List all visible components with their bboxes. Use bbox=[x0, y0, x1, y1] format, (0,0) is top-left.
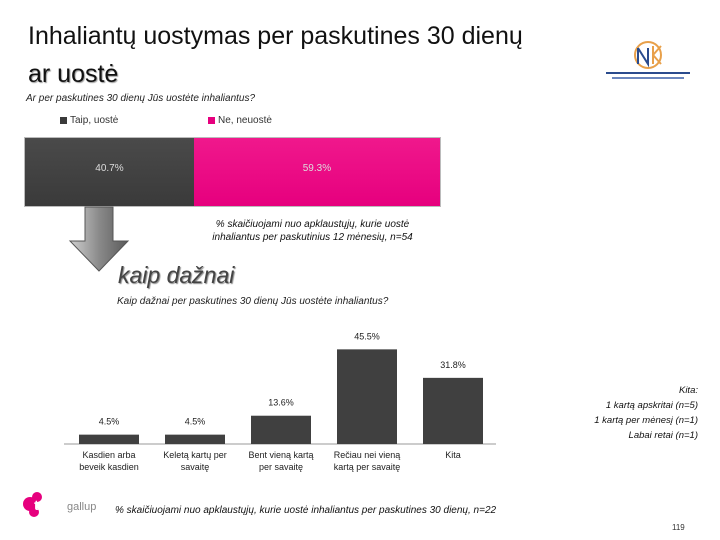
category-label: Keletą kartų per bbox=[163, 450, 227, 460]
stacked-segment-no: 59.3% bbox=[193, 138, 440, 206]
stacked-bar-legend: Taip, uostė Ne, neuostė bbox=[60, 115, 440, 133]
category-label: kartą per savaitę bbox=[334, 462, 401, 472]
category-label: Kasdien arba bbox=[82, 450, 135, 460]
question-text: Ar per paskutines 30 dienų Jūs uostėte i… bbox=[26, 93, 256, 104]
bar bbox=[251, 415, 311, 444]
category-label: Kita bbox=[445, 450, 461, 460]
legend-label-no: Ne, neuostė bbox=[218, 115, 272, 126]
bar bbox=[165, 434, 225, 444]
nkd-logo bbox=[606, 41, 690, 79]
legend-item-yes: Taip, uostė bbox=[60, 115, 118, 126]
frequency-bar-chart: 4.5% Kasdien arba beveik kasdien 4.5% Keletą… bbox=[64, 331, 496, 472]
bar bbox=[423, 377, 483, 444]
stacked-bar: 40.7% 59.3% bbox=[25, 138, 440, 206]
other-note-line: 1 kartą apskritai (n=5) bbox=[605, 400, 698, 411]
section-subtitle: kaip dažnai bbox=[118, 262, 235, 288]
bar-value-label: 4.5% bbox=[185, 417, 206, 427]
segment-label-yes: 40.7% bbox=[95, 163, 124, 174]
legend-label-yes: Taip, uostė bbox=[70, 115, 119, 126]
category-label: Rečiau nei vieną bbox=[334, 450, 401, 460]
other-note-line: Kita: bbox=[678, 385, 698, 396]
frequency-question: Kaip dažnai per paskutines 30 dienų Jūs … bbox=[117, 296, 389, 307]
other-note-line: 1 kartą per mėnesį (n=1) bbox=[594, 415, 698, 426]
category-label: savaitę bbox=[181, 462, 210, 472]
gallup-logo-text: gallup bbox=[67, 501, 96, 513]
category-label: beveik kasdien bbox=[79, 462, 139, 472]
segment-label-no: 59.3% bbox=[302, 163, 332, 174]
bar bbox=[79, 434, 139, 444]
other-breakdown-note: Kita: 1 kartą apskritai (n=5) 1 kartą pe… bbox=[560, 383, 698, 443]
tns-logo-text: tns bbox=[34, 497, 55, 513]
legend-swatch-no bbox=[208, 116, 215, 124]
tns-gallup-logo: tns gallup bbox=[23, 492, 96, 517]
other-note-line: Labai retai (n=1) bbox=[628, 430, 698, 441]
bar-value-label: 4.5% bbox=[99, 417, 120, 427]
bar-value-label: 45.5% bbox=[354, 331, 380, 341]
legend-swatch-yes bbox=[60, 116, 67, 124]
down-arrow-icon bbox=[68, 206, 130, 272]
stacked-segment-yes: 40.7% bbox=[25, 138, 194, 206]
bar bbox=[337, 349, 397, 444]
slide-title-line2: ar uostė bbox=[28, 60, 119, 88]
base-note-12-months: % skaičiuojami nuo apklaustųjų, kurie uo… bbox=[212, 219, 413, 243]
bar-value-label: 13.6% bbox=[268, 398, 294, 408]
category-label: Bent vieną kartą bbox=[248, 450, 313, 460]
base-note-30-days: % skaičiuojami nuo apklaustųjų, kurie uo… bbox=[115, 505, 497, 516]
bar-value-label: 31.8% bbox=[440, 360, 466, 370]
slide-title: Inhaliantų uostymas per paskutines 30 di… bbox=[28, 22, 523, 50]
legend-item-no: Ne, neuostė bbox=[208, 115, 272, 126]
page-number: 119 bbox=[672, 523, 685, 532]
category-label: per savaitę bbox=[259, 462, 303, 472]
